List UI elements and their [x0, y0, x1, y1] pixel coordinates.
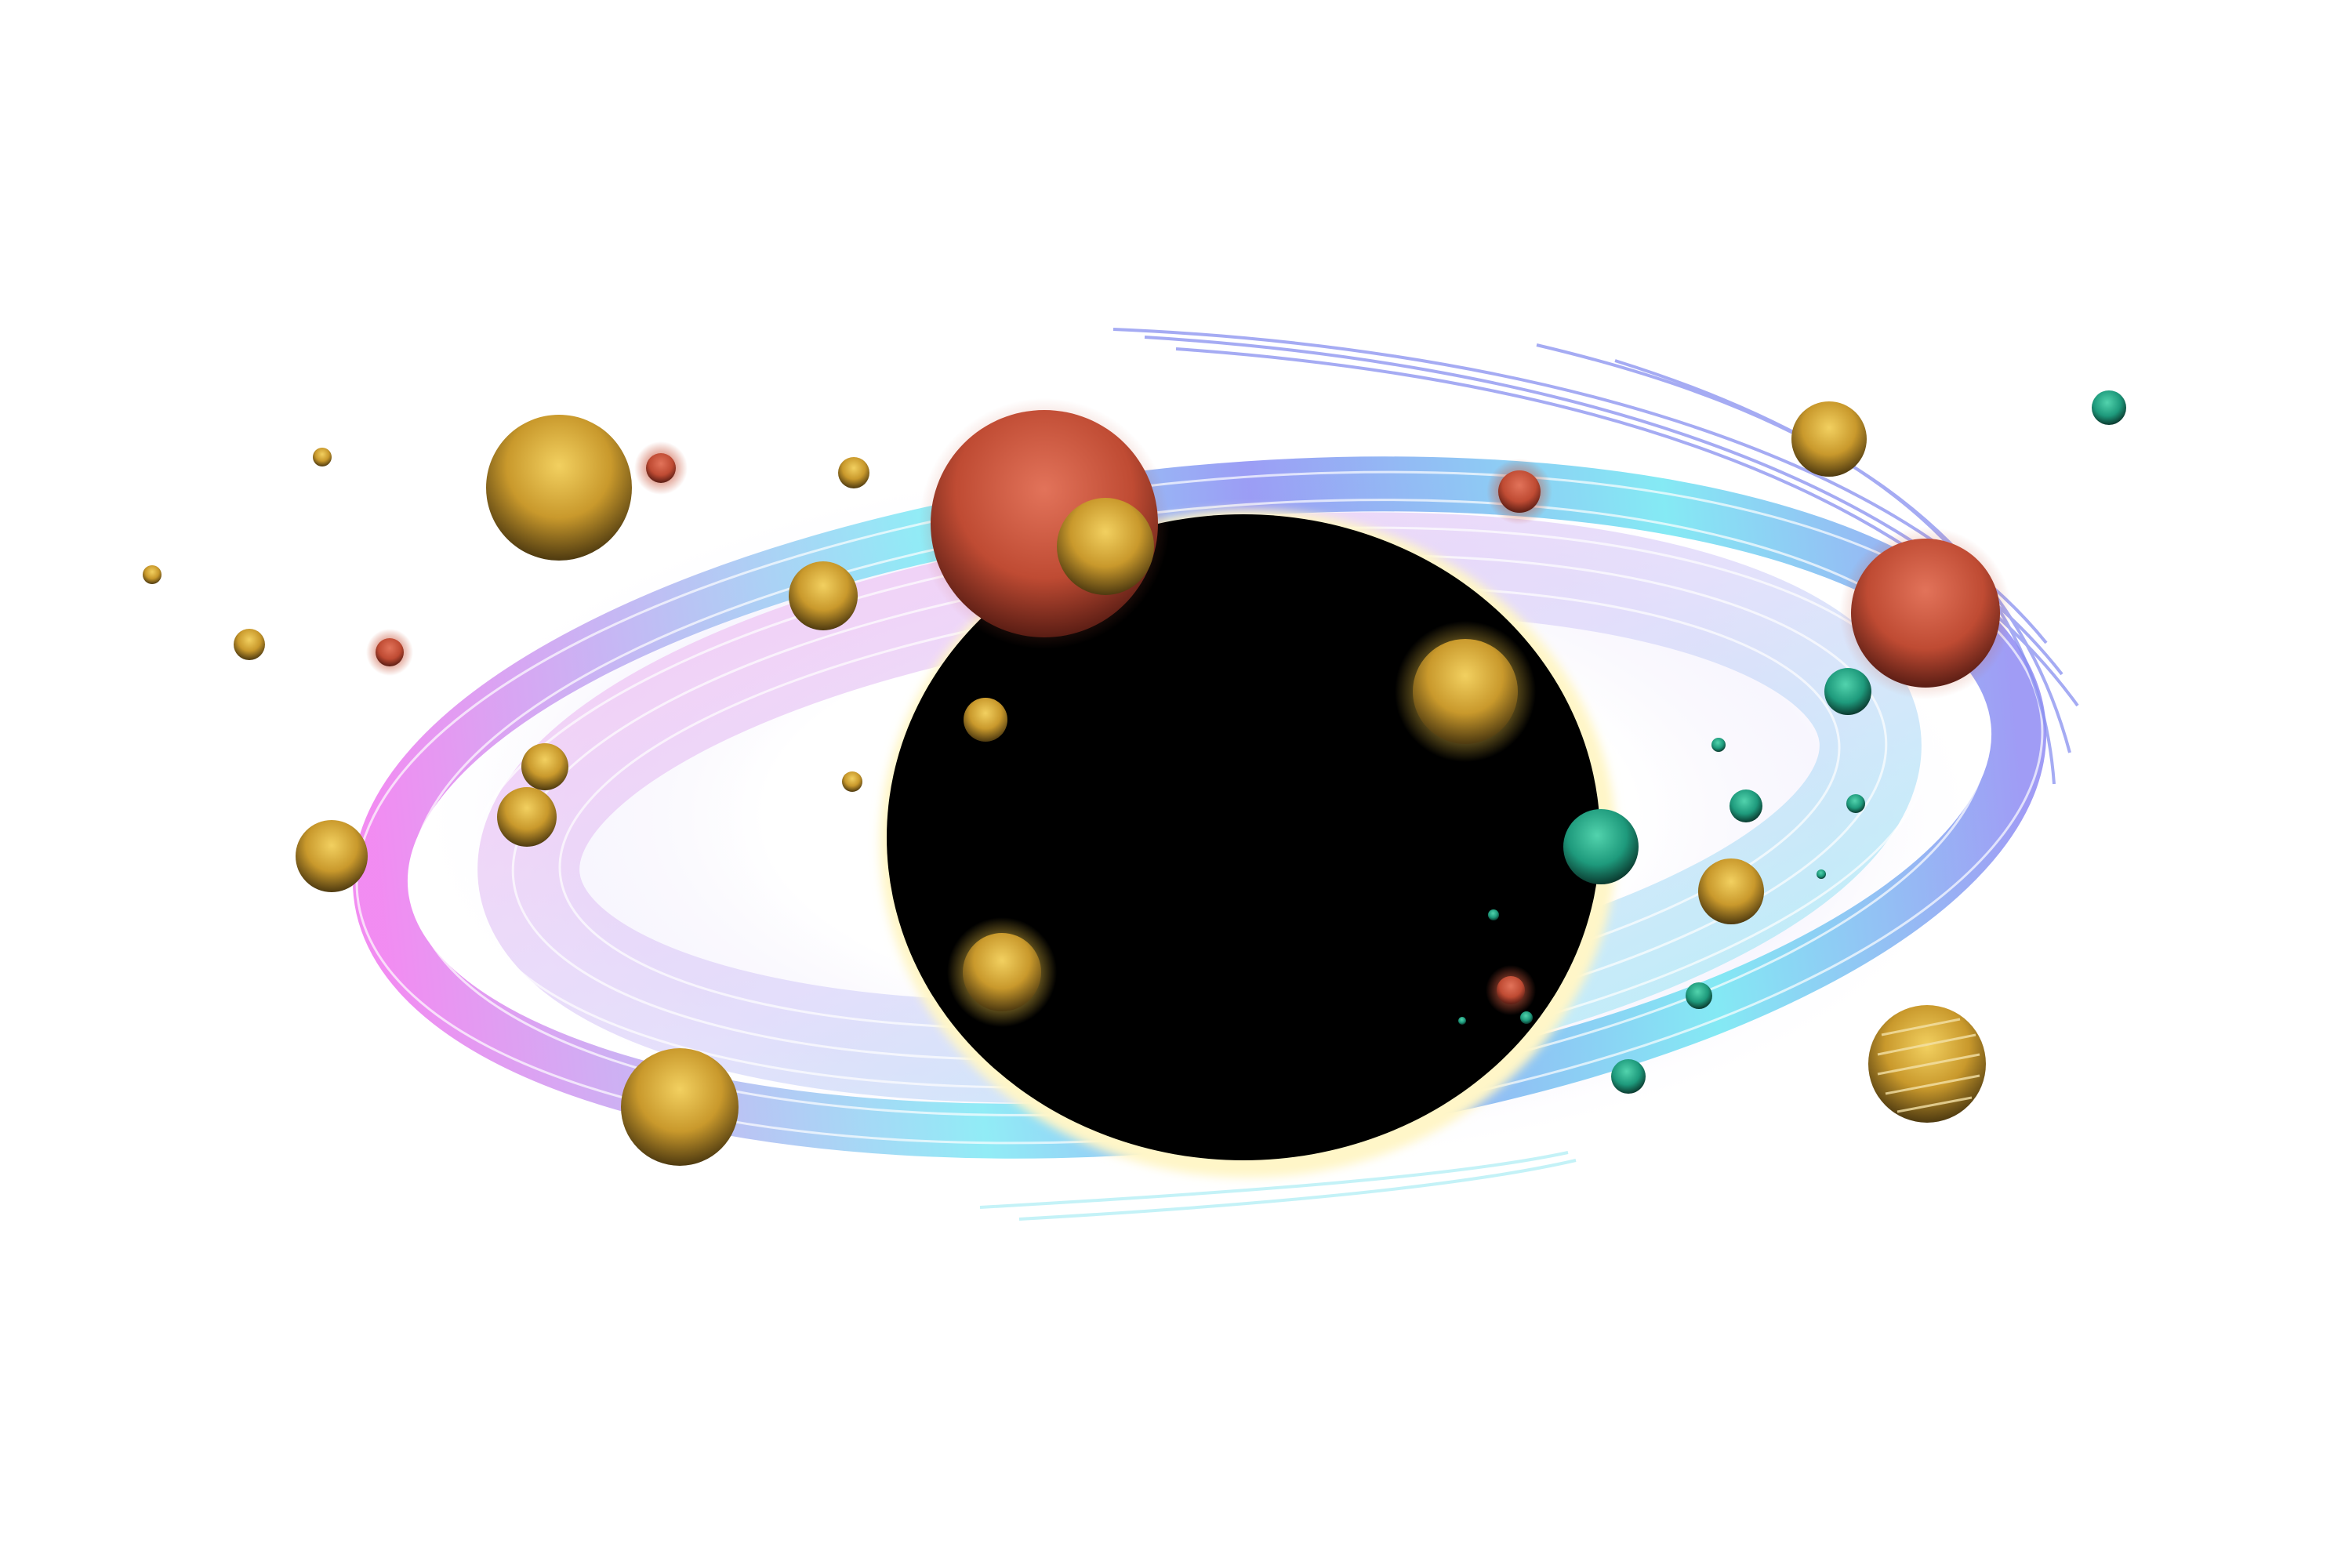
gold-planet: [1057, 498, 1154, 595]
teal-planet: [1458, 1017, 1466, 1025]
gold-planet: [621, 1048, 739, 1166]
gold-planet: [234, 629, 265, 660]
red-planet: [1497, 976, 1525, 1004]
teal-planet: [1611, 1059, 1646, 1094]
gold-planets: [143, 401, 1986, 1166]
gold-planet: [963, 933, 1041, 1011]
red-planet: [1498, 470, 1541, 513]
gold-planet: [838, 457, 869, 488]
gold-planet: [296, 820, 368, 892]
gold-planet: [964, 698, 1007, 742]
gold-planet: [313, 448, 332, 466]
gold-planet: [1413, 639, 1518, 744]
gold-planet: [842, 771, 862, 792]
gold-planet: [521, 743, 568, 790]
teal-planets: [1458, 390, 2126, 1094]
red-planet: [1851, 539, 2000, 688]
teal-planet: [1824, 668, 1871, 715]
teal-planet: [1686, 982, 1712, 1009]
teal-planet: [1520, 1011, 1533, 1024]
teal-planet: [1730, 789, 1762, 822]
gold-planet: [497, 787, 557, 847]
teal-planet: [1488, 909, 1499, 920]
gold-planet: [1698, 858, 1764, 924]
teal-planet: [1711, 738, 1726, 752]
red-planet: [646, 453, 676, 483]
teal-planet: [2092, 390, 2126, 425]
gold-planet: [789, 561, 858, 630]
teal-planet: [1846, 794, 1865, 813]
teal-planet: [1817, 869, 1826, 879]
red-planet: [376, 638, 404, 666]
teal-planet: [1563, 809, 1639, 884]
gold-planet: [1791, 401, 1867, 477]
gold-planet: [143, 565, 162, 584]
gold-planet: [486, 415, 632, 561]
